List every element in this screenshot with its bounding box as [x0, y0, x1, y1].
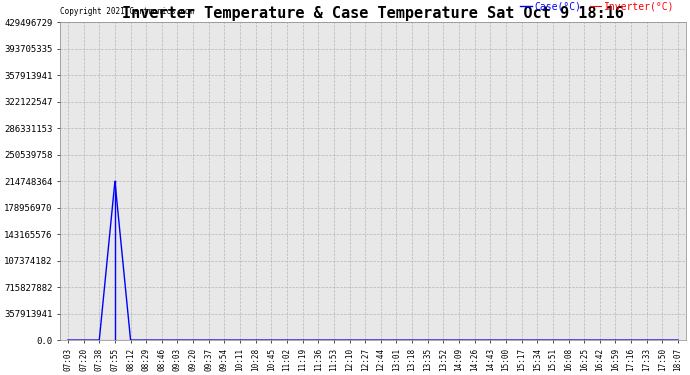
Inverter(°C)	[173, 338, 181, 342]
Inverter(°C)	[471, 338, 479, 342]
Case(°C)	[79, 338, 88, 342]
Case(°C)	[158, 338, 166, 342]
Case(°C)	[674, 338, 682, 342]
Case(°C)	[595, 338, 604, 342]
Case(°C)	[95, 338, 104, 342]
Inverter(°C)	[346, 338, 354, 342]
Inverter(°C)	[564, 338, 573, 342]
Case(°C)	[533, 338, 542, 342]
Case(°C)	[377, 338, 385, 342]
Inverter(°C)	[267, 338, 275, 342]
Inverter(°C)	[518, 338, 526, 342]
Case(°C)	[471, 338, 479, 342]
Inverter(°C)	[220, 338, 228, 342]
Inverter(°C)	[549, 338, 557, 342]
Inverter(°C)	[126, 338, 135, 342]
Case(°C)	[189, 338, 197, 342]
Inverter(°C)	[314, 338, 322, 342]
Inverter(°C)	[486, 338, 495, 342]
Inverter(°C)	[283, 338, 291, 342]
Inverter(°C)	[205, 338, 213, 342]
Line: Case(°C): Case(°C)	[68, 181, 678, 340]
Legend: Case(°C), Inverter(°C): Case(°C), Inverter(°C)	[520, 2, 675, 12]
Case(°C)	[627, 338, 635, 342]
Case(°C)	[564, 338, 573, 342]
Inverter(°C)	[424, 338, 432, 342]
Inverter(°C)	[236, 338, 244, 342]
Inverter(°C)	[502, 338, 510, 342]
Case(°C)	[440, 338, 448, 342]
Inverter(°C)	[455, 338, 463, 342]
Case(°C)	[549, 338, 557, 342]
Case(°C)	[502, 338, 510, 342]
Inverter(°C)	[158, 338, 166, 342]
Inverter(°C)	[95, 338, 104, 342]
Case(°C)	[486, 338, 495, 342]
Inverter(°C)	[627, 338, 635, 342]
Inverter(°C)	[377, 338, 385, 342]
Case(°C)	[658, 338, 667, 342]
Case(°C)	[642, 338, 651, 342]
Case(°C)	[611, 338, 620, 342]
Case(°C)	[111, 179, 119, 183]
Inverter(°C)	[408, 338, 416, 342]
Title: Inverter Temperature & Case Temperature Sat Oct 9 18:16: Inverter Temperature & Case Temperature …	[122, 6, 624, 21]
Inverter(°C)	[440, 338, 448, 342]
Case(°C)	[361, 338, 369, 342]
Inverter(°C)	[142, 338, 150, 342]
Inverter(°C)	[533, 338, 542, 342]
Case(°C)	[220, 338, 228, 342]
Case(°C)	[424, 338, 432, 342]
Inverter(°C)	[595, 338, 604, 342]
Case(°C)	[314, 338, 322, 342]
Inverter(°C)	[299, 338, 307, 342]
Case(°C)	[518, 338, 526, 342]
Inverter(°C)	[658, 338, 667, 342]
Inverter(°C)	[361, 338, 369, 342]
Inverter(°C)	[580, 338, 589, 342]
Case(°C)	[346, 338, 354, 342]
Inverter(°C)	[111, 338, 119, 342]
Case(°C)	[580, 338, 589, 342]
Case(°C)	[236, 338, 244, 342]
Inverter(°C)	[611, 338, 620, 342]
Case(°C)	[330, 338, 338, 342]
Case(°C)	[408, 338, 416, 342]
Inverter(°C)	[393, 338, 401, 342]
Case(°C)	[299, 338, 307, 342]
Case(°C)	[267, 338, 275, 342]
Case(°C)	[126, 338, 135, 342]
Inverter(°C)	[642, 338, 651, 342]
Inverter(°C)	[189, 338, 197, 342]
Case(°C)	[393, 338, 401, 342]
Case(°C)	[64, 338, 72, 342]
Case(°C)	[455, 338, 463, 342]
Case(°C)	[205, 338, 213, 342]
Case(°C)	[252, 338, 260, 342]
Case(°C)	[283, 338, 291, 342]
Inverter(°C)	[330, 338, 338, 342]
Inverter(°C)	[79, 338, 88, 342]
Text: Copyright 2021 Cartronics.com: Copyright 2021 Cartronics.com	[60, 7, 195, 16]
Inverter(°C)	[64, 338, 72, 342]
Case(°C)	[173, 338, 181, 342]
Inverter(°C)	[252, 338, 260, 342]
Case(°C)	[142, 338, 150, 342]
Inverter(°C)	[674, 338, 682, 342]
